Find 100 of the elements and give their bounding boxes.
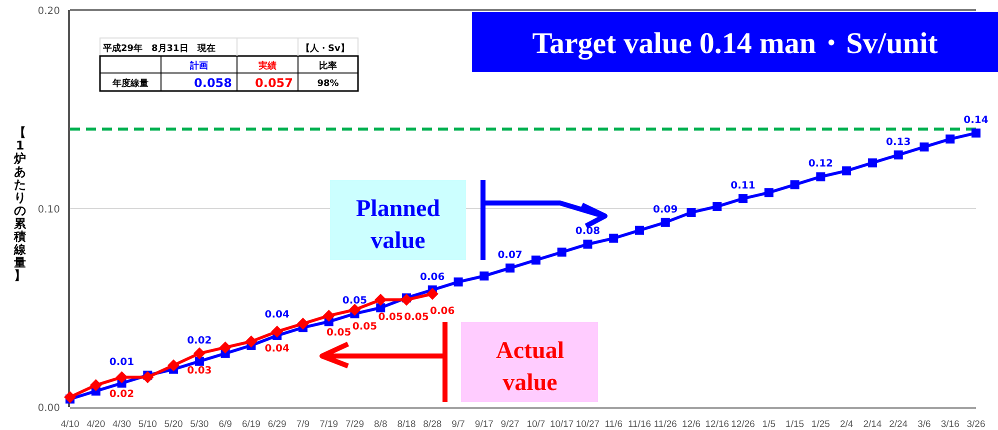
point [712,202,722,212]
point [557,248,566,257]
point [894,150,903,160]
y-tick-label: 0.10 [38,204,60,216]
data-label: 0.06 [430,306,455,317]
data-label: 0.11 [730,180,756,192]
x-tick-label: 2/4 [840,419,854,430]
x-tick-label: 5/10 [138,419,157,430]
point [842,166,852,176]
point [168,359,180,372]
x-tick-label: 5/20 [164,419,183,430]
point [348,304,361,316]
x-tick-label: 1/5 [762,419,776,430]
x-tick-label: 3/16 [940,419,960,430]
data-label: 0.04 [264,310,290,321]
point [790,180,800,190]
x-tick-label: 11/6 [604,419,622,430]
point [322,310,335,322]
x-tick-label: 9/7 [452,419,465,430]
data-label: 0.07 [498,250,522,262]
data-label: 0.02 [187,335,212,346]
x-tick-label: 4/30 [112,419,132,430]
point [480,271,489,280]
data-label: 0.05 [378,312,403,323]
point [116,371,128,384]
point [738,194,748,204]
x-tick-label: 4/20 [86,419,106,430]
point [972,128,980,138]
point [271,326,284,338]
x-tick-label: 12/26 [731,419,755,430]
data-label: 0.03 [187,365,212,376]
point [400,294,413,306]
point [609,234,618,243]
x-tick-label: 10/17 [550,419,574,430]
data-label: 0.13 [886,136,911,148]
x-tick-label: 7/9 [296,419,310,430]
data-label: 0.04 [264,344,290,355]
point [660,218,670,227]
annotation: 【人・Sv】 [301,43,350,54]
annotation: 98% [317,79,339,89]
data-label: 0.05 [404,312,429,323]
x-tick-label: 3/26 [966,419,986,430]
point [634,226,644,235]
text: Target value 0.14 man・Sv/unit [532,27,938,60]
x-tick-label: 10/27 [576,419,600,430]
point [64,391,76,404]
data-label: 0.05 [326,328,352,339]
x-tick-label: 12/6 [682,419,701,430]
point [816,172,826,182]
x-tick-label: 3/6 [918,419,931,430]
text: 【1炉あたりの累積線量】 [14,126,26,282]
point [296,318,309,330]
x-tick-label: 6/19 [242,419,260,430]
x-tick-label: 4/10 [60,419,80,430]
point [142,371,154,384]
annotation: 0.058 [194,76,232,90]
data-label: 0.14 [964,115,988,126]
annotation: 年度線量 [112,78,148,89]
x-tick-label: 7/29 [345,419,364,430]
y-tick-label: 0.20 [38,6,60,17]
x-tick-label: 2/24 [889,419,908,430]
data-label: 0.08 [575,226,600,238]
point [193,347,206,360]
data-label: 0.05 [342,296,368,307]
text: Actual value [496,338,564,396]
point [764,188,774,198]
annotation: 実績 [258,60,276,72]
point [194,356,204,366]
x-tick-label: 12/16 [705,419,730,430]
point [920,142,929,152]
x-tick-label: 5/30 [190,419,209,430]
legend-label: Planned value [356,196,441,254]
x-tick-label: 9/27 [500,419,520,430]
x-tick-label: 11/26 [654,419,677,430]
data-label: 0.06 [420,272,445,283]
point [90,379,102,392]
data-label: 0.02 [109,389,134,400]
point [583,240,592,249]
annotation: 平成29年 8月31日 現在 [102,43,216,54]
data-label: 0.01 [109,357,134,368]
point [454,277,463,286]
point [376,303,386,312]
x-tick-label: 1/15 [786,419,804,430]
annotation: 0.057 [255,76,293,90]
x-tick-label: 7/19 [320,419,338,430]
point [686,208,696,217]
point [374,294,387,306]
y-tick-label: 0.00 [38,403,60,414]
data-label: 0.09 [653,204,678,216]
point [219,341,232,354]
x-tick-label: 8/28 [423,419,442,430]
point [946,134,955,144]
point [506,264,515,273]
annotation: 比率 [319,60,337,72]
x-tick-label: 2/14 [863,419,882,430]
x-tick-label: 9/17 [474,419,494,430]
point [426,288,438,300]
data-label: 0.12 [808,158,834,170]
x-tick-label: 1/25 [811,419,830,430]
data-label: 0.05 [352,322,378,333]
